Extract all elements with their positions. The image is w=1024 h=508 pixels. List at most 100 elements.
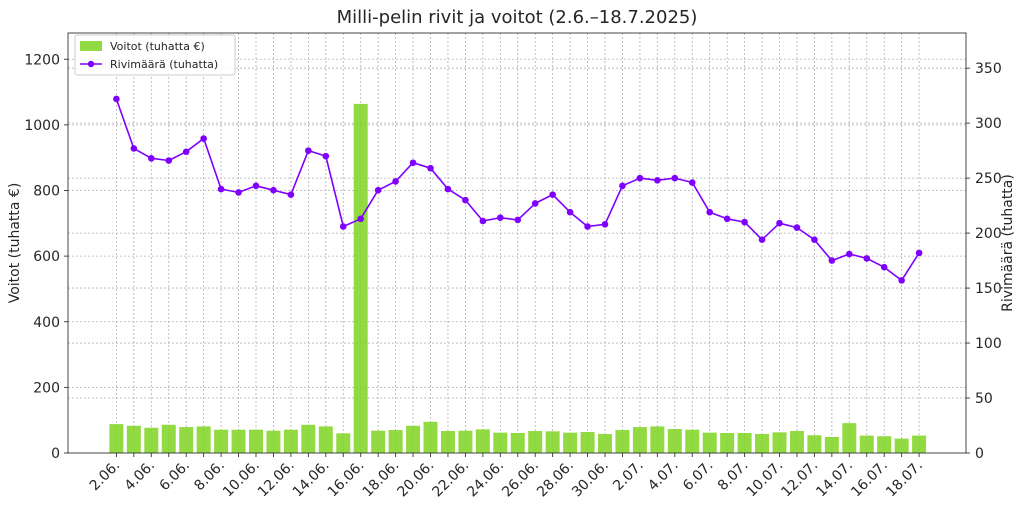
x-tick-label: 12.06.	[255, 458, 298, 501]
bar	[720, 432, 735, 453]
left-axis-ticks: 0 200 400 600 800 1000 1200	[24, 52, 68, 462]
bar	[388, 430, 403, 453]
y-tick-label: 800	[33, 184, 60, 200]
line-point	[113, 95, 120, 103]
line-point	[566, 208, 574, 216]
bar	[144, 427, 159, 453]
line-point	[811, 236, 818, 244]
bar	[824, 436, 839, 453]
x-tick-label: 26.06.	[499, 458, 542, 501]
bar	[685, 429, 700, 453]
bar	[563, 432, 578, 453]
bar	[598, 433, 612, 453]
line-point	[339, 223, 347, 230]
x-tick-label: 2.07.	[610, 458, 647, 495]
line-point	[165, 157, 173, 164]
line-point	[828, 257, 836, 264]
bar	[283, 429, 298, 453]
x-tick-label: 12.07.	[778, 458, 821, 501]
line-point	[252, 182, 260, 190]
legend-line-label: Rivimäärä (tuhatta)	[110, 58, 218, 71]
bar	[632, 427, 647, 453]
legend: Voitot (tuhatta €) Rivimäärä (tuhatta)	[74, 34, 236, 76]
line-point	[217, 185, 225, 193]
bar	[336, 433, 351, 453]
legend-bar-swatch	[80, 41, 102, 51]
bar	[493, 432, 508, 453]
y-tick-label: 0	[51, 446, 60, 462]
bar	[440, 431, 455, 453]
bar	[528, 431, 543, 453]
y-tick-label: 600	[33, 249, 60, 265]
line-point	[549, 191, 556, 198]
bar	[214, 429, 229, 453]
x-tick-label: 2.06.	[87, 458, 124, 495]
x-tick-label: 28.06.	[534, 458, 577, 501]
bar	[179, 427, 194, 453]
x-tick-label: 10.06.	[220, 458, 263, 501]
line-series	[113, 95, 923, 284]
bar	[807, 435, 822, 453]
x-tick-label: 16.06.	[325, 458, 368, 501]
line-point	[706, 208, 713, 216]
line-point	[776, 219, 783, 227]
bar	[458, 430, 473, 453]
line-point	[462, 196, 469, 204]
bar	[318, 426, 333, 453]
bar	[912, 435, 927, 453]
y-tick-label: 200	[33, 380, 60, 396]
line-point	[200, 135, 207, 142]
bar	[615, 430, 630, 453]
right-axis-ticks: 0 50 100 150 200 250 300 350	[966, 61, 1002, 462]
line-point	[671, 174, 679, 182]
bar	[475, 429, 490, 453]
x-axis-ticks: 2.06.4.06.6.06.8.06.10.06.12.06.14.06.16…	[87, 453, 926, 500]
line-point	[741, 218, 748, 226]
y2-tick-label: 100	[975, 336, 1002, 352]
line-point	[322, 152, 330, 160]
line-point	[374, 186, 382, 194]
x-tick-label: 14.06.	[290, 458, 333, 501]
x-tick-label: 6.06.	[157, 458, 194, 495]
bar	[301, 424, 316, 453]
chart-title: Milli-pelin rivit ja voitot (2.6.–18.7.2…	[337, 7, 698, 28]
bar	[667, 429, 682, 453]
y-tick-label: 1000	[24, 118, 60, 134]
line-point	[619, 182, 626, 190]
bar	[894, 438, 909, 453]
line-point	[427, 164, 434, 172]
bar	[126, 425, 141, 453]
x-tick-label: 22.06.	[429, 458, 472, 501]
line-point	[357, 215, 365, 223]
line-point	[601, 221, 609, 228]
line-point	[846, 250, 853, 258]
bar	[423, 421, 438, 453]
y2-tick-label: 200	[975, 226, 1002, 242]
y2-tick-label: 0	[975, 446, 984, 462]
y-tick-label: 1200	[24, 52, 60, 68]
bar	[231, 429, 246, 453]
y2-tick-label: 350	[975, 61, 1002, 77]
bar	[772, 432, 787, 453]
bar	[406, 425, 421, 453]
bar	[877, 436, 892, 453]
bar	[196, 426, 211, 453]
line-point	[444, 185, 452, 193]
y2-tick-label: 250	[975, 171, 1002, 187]
y2-axis-label: Rivimäärä (tuhatta)	[1000, 174, 1016, 312]
line-point	[514, 216, 522, 224]
line-point	[305, 147, 312, 154]
grid	[68, 33, 966, 454]
line-point	[531, 200, 539, 207]
x-tick-label: 18.06.	[360, 458, 403, 501]
bar	[371, 430, 386, 453]
y-tick-label: 400	[33, 315, 60, 331]
bar	[249, 429, 263, 453]
legend-bar-label: Voitot (tuhatta €)	[110, 40, 205, 53]
line-point	[880, 263, 888, 271]
y2-tick-label: 150	[975, 281, 1002, 297]
line-point	[235, 189, 242, 196]
plot-frame	[67, 32, 967, 454]
y2-tick-label: 50	[975, 391, 993, 407]
line-point	[479, 217, 487, 225]
